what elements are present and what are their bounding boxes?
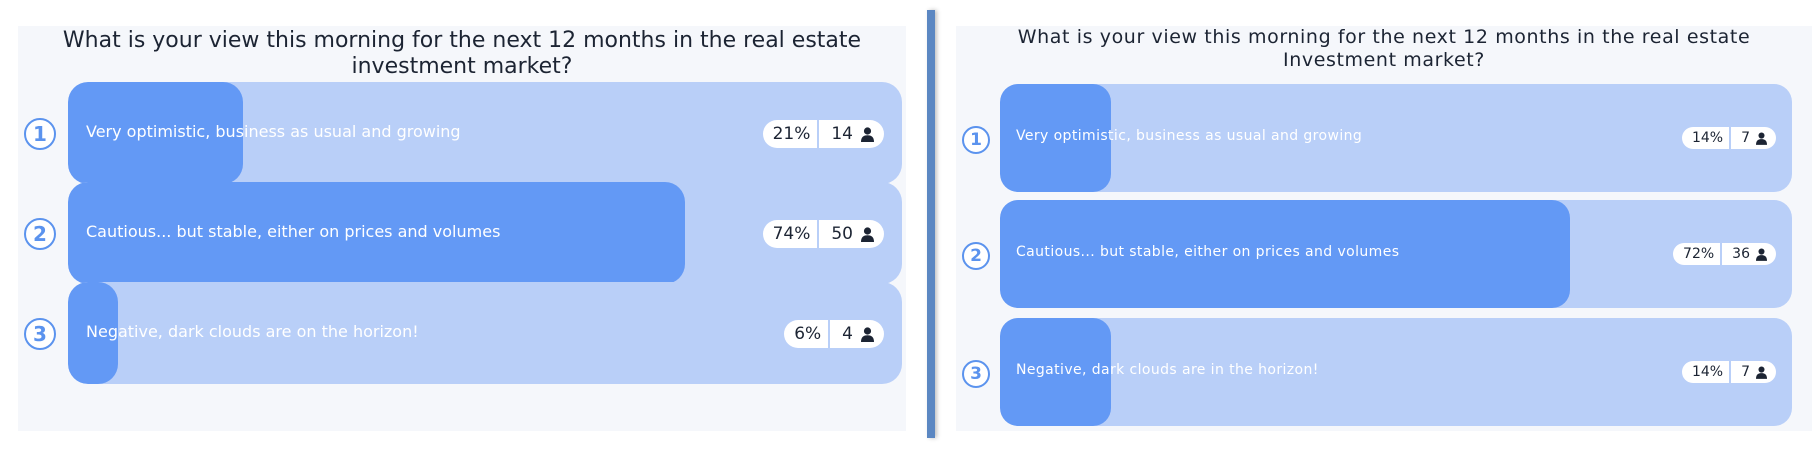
percent-badge: 6% xyxy=(784,320,829,348)
answer-label: Very optimistic, business as usual and g… xyxy=(1016,128,1363,144)
answer-stats: 21% 14 xyxy=(762,120,884,148)
answer-bar[interactable]: Negative, dark clouds are on the horizon… xyxy=(68,282,902,384)
answer-bar-fill xyxy=(68,82,244,184)
poll-question: What is your view this morning for the n… xyxy=(62,28,862,80)
answer-bar-fill xyxy=(1000,318,1111,426)
vote-count-badge: 14 xyxy=(819,120,884,148)
person-icon xyxy=(861,126,874,142)
answer-label: Very optimistic, business as usual and g… xyxy=(86,122,461,141)
answer-row-3[interactable]: 3 Negative, dark clouds are on the horiz… xyxy=(18,282,906,386)
answer-number-badge: 3 xyxy=(962,360,990,388)
vote-count-badge: 7 xyxy=(1731,127,1776,149)
person-icon xyxy=(1756,365,1767,379)
percent-badge: 14% xyxy=(1681,361,1730,383)
vote-count: 7 xyxy=(1741,130,1750,146)
answer-stats: 6% 4 xyxy=(784,320,884,348)
answer-label: Cautious... but stable, either on prices… xyxy=(1016,244,1400,260)
answer-stats: 14% 7 xyxy=(1681,127,1776,149)
answer-bar[interactable]: Very optimistic, business as usual and g… xyxy=(1000,84,1792,192)
person-icon xyxy=(1756,131,1767,145)
answer-row-2[interactable]: 2 Cautious... but stable, either on pric… xyxy=(18,182,906,286)
person-icon xyxy=(861,226,874,242)
answer-number-badge: 3 xyxy=(24,318,56,350)
person-icon xyxy=(861,326,874,342)
answer-number-badge: 1 xyxy=(962,126,990,154)
answer-row-1[interactable]: 1 Very optimistic, business as usual and… xyxy=(956,84,1812,192)
answer-bar-fill xyxy=(68,182,686,284)
answer-stats: 74% 50 xyxy=(762,220,884,248)
answer-label: Negative, dark clouds are in the horizon… xyxy=(1016,362,1319,378)
vote-count-badge: 4 xyxy=(830,320,884,348)
answer-row-1[interactable]: 1 Very optimistic, business as usual and… xyxy=(18,82,906,186)
answer-bar[interactable]: Very optimistic, business as usual and g… xyxy=(68,82,902,184)
person-icon xyxy=(1756,247,1767,261)
vote-count-badge: 50 xyxy=(819,220,884,248)
percent-badge: 21% xyxy=(762,120,818,148)
vote-count: 50 xyxy=(831,224,853,244)
answer-number-badge: 1 xyxy=(24,118,56,150)
answer-bar[interactable]: Cautious... but stable, either on prices… xyxy=(68,182,902,284)
percent-badge: 14% xyxy=(1681,127,1730,149)
vote-count: 14 xyxy=(831,124,853,144)
percent-badge: 74% xyxy=(762,220,818,248)
answer-stats: 14% 7 xyxy=(1681,361,1776,383)
vote-count: 36 xyxy=(1732,246,1750,262)
percent-badge: 72% xyxy=(1673,243,1721,265)
poll-question: What is your view this morning for the n… xyxy=(1017,26,1751,71)
answer-bar[interactable]: Cautious... but stable, either on prices… xyxy=(1000,200,1792,308)
answer-label: Cautious... but stable, either on prices… xyxy=(86,222,501,241)
vote-count-badge: 7 xyxy=(1731,361,1776,383)
answer-bar[interactable]: Negative, dark clouds are in the horizon… xyxy=(1000,318,1792,426)
poll-panel-left: What is your view this morning for the n… xyxy=(18,26,906,431)
vote-count-badge: 36 xyxy=(1722,243,1776,265)
vote-count: 4 xyxy=(842,324,853,344)
answer-number-badge: 2 xyxy=(24,218,56,250)
answer-bar-fill xyxy=(68,282,119,384)
vote-count: 7 xyxy=(1741,364,1750,380)
answer-number-badge: 2 xyxy=(962,242,990,270)
answer-row-3[interactable]: 3 Negative, dark clouds are in the horiz… xyxy=(956,318,1812,426)
panel-divider xyxy=(927,10,935,438)
poll-panel-right: What is your view this morning for the n… xyxy=(956,26,1812,431)
answer-stats: 72% 36 xyxy=(1673,243,1776,265)
answer-row-2[interactable]: 2 Cautious... but stable, either on pric… xyxy=(956,200,1812,308)
answer-bar-fill xyxy=(1000,200,1571,308)
answer-bar-fill xyxy=(1000,84,1111,192)
answer-label: Negative, dark clouds are on the horizon… xyxy=(86,322,419,341)
